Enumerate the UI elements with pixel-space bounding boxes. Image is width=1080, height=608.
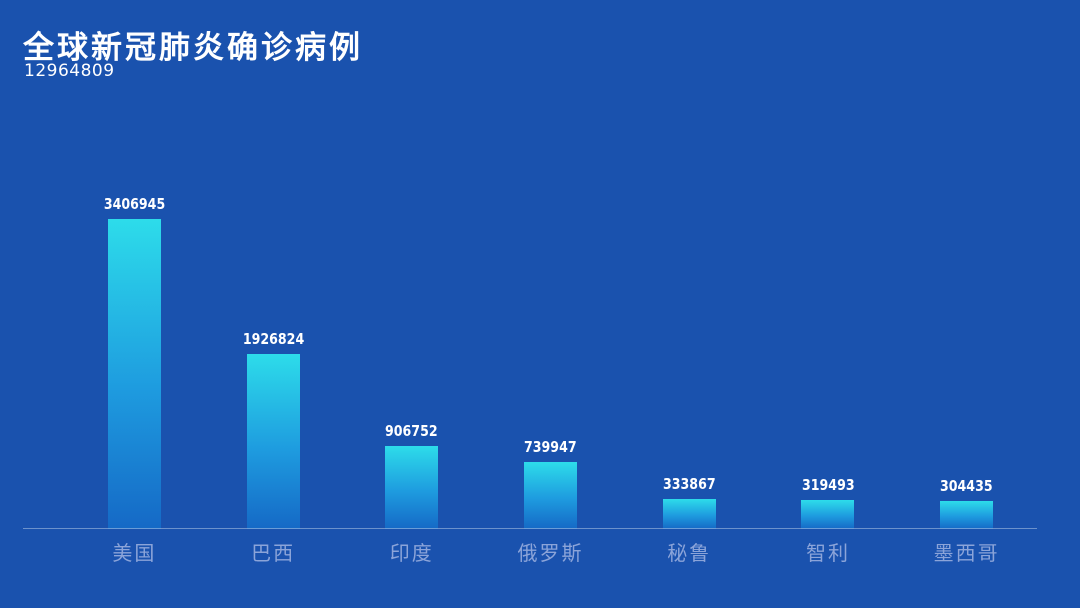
bar-column: 906752 [342, 0, 481, 529]
bar-value-label: 739947 [524, 438, 577, 456]
bar-column: 304435 [897, 0, 1036, 529]
bar [107, 219, 161, 529]
bar [385, 446, 439, 529]
total-confirmed-count: 12964809 [24, 61, 115, 81]
x-axis-line [23, 528, 1037, 529]
page-title: 全球新冠肺炎确诊病例 [23, 30, 363, 66]
bar-value-label: 304435 [940, 477, 993, 495]
bar [801, 500, 855, 529]
bar-column: 333867 [620, 0, 759, 529]
category-label: 美国 [112, 541, 157, 565]
category-labels: 美国 巴西 印度 俄罗斯 秘鲁 智利 墨西哥 [65, 540, 1036, 566]
bar [524, 462, 578, 529]
bar-value-label: 333867 [662, 475, 716, 493]
bar [940, 501, 994, 529]
category-label: 智利 [805, 541, 850, 565]
bar-value-label: 906752 [385, 422, 439, 440]
category-label: 印度 [389, 541, 434, 565]
category-label: 俄罗斯 [517, 541, 584, 565]
bar-value-label: 1926824 [242, 330, 304, 348]
category-label: 巴西 [251, 541, 296, 565]
bar-column: 3406945 [65, 0, 204, 529]
bar [246, 354, 300, 529]
category-label: 秘鲁 [667, 541, 712, 565]
bar-column: 1926824 [204, 0, 343, 529]
bar-chart: 3406945 1926824 906752 739947 333867 319493 30… [65, 0, 1036, 529]
bar-value-label: 319493 [801, 476, 855, 494]
bar-column: 319493 [759, 0, 898, 529]
bar-column: 739947 [481, 0, 620, 529]
bar [662, 499, 716, 529]
bar-value-label: 3406945 [103, 195, 166, 213]
category-label: 墨西哥 [933, 541, 1000, 565]
